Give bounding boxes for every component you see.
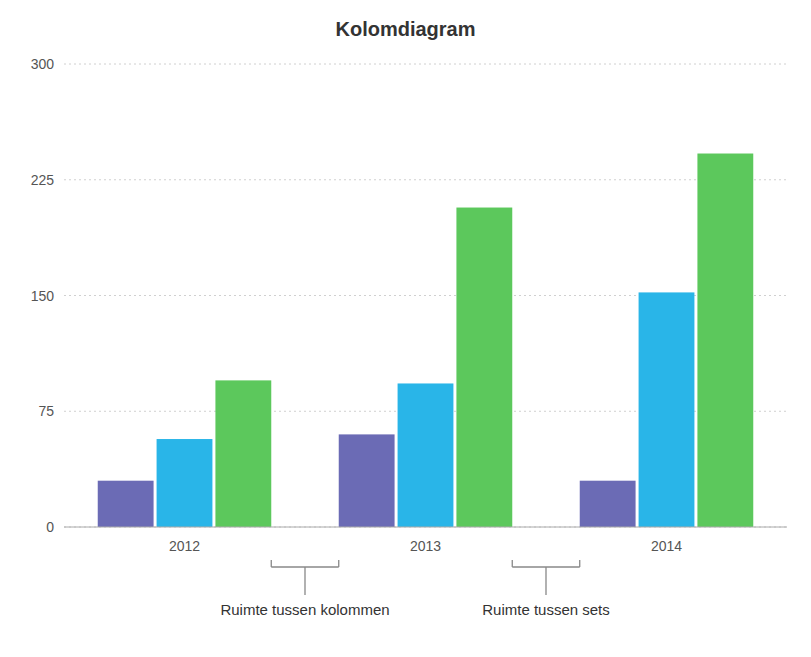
bar [697, 154, 753, 527]
bracket-line [512, 560, 513, 567]
annotation: Ruimte tussen kolommen [220, 601, 389, 618]
bracket-line [579, 560, 580, 567]
grid-line [64, 64, 787, 65]
annotation: Ruimte tussen sets [482, 601, 610, 618]
bar [215, 380, 271, 527]
bracket [271, 560, 338, 595]
y-tick-label: 0 [46, 519, 54, 535]
y-tick-label: 300 [31, 56, 55, 72]
bracket-line [338, 560, 339, 567]
bar [157, 439, 213, 527]
grid [64, 64, 787, 527]
x-tick-label: 2013 [410, 538, 441, 554]
bracket-line [545, 567, 546, 595]
y-tick-label: 75 [38, 403, 54, 419]
bracket [512, 560, 579, 595]
bar [98, 481, 154, 527]
title: Kolomdiagram [335, 18, 475, 40]
bracket-line [304, 567, 305, 595]
grid-line [64, 527, 787, 528]
x-tick-label: 2012 [169, 538, 200, 554]
bar [398, 383, 454, 527]
bar [339, 434, 395, 527]
chart-container: Kolomdiagram 0 75 150 225 300 2012 2013 2014 Ruim… [0, 0, 811, 657]
bars [98, 154, 754, 527]
bar [456, 208, 512, 527]
bar [639, 292, 695, 527]
y-tick-label: 150 [31, 288, 55, 304]
x-axis-line [64, 527, 787, 528]
grid-line [64, 179, 787, 180]
bracket-line [271, 560, 272, 567]
x-tick-label: 2014 [651, 538, 682, 554]
y-tick-label: 225 [31, 172, 55, 188]
bar [580, 481, 636, 527]
chart-svg: Kolomdiagram 0 75 150 225 300 2012 2013 2014 Ruim… [0, 0, 811, 657]
